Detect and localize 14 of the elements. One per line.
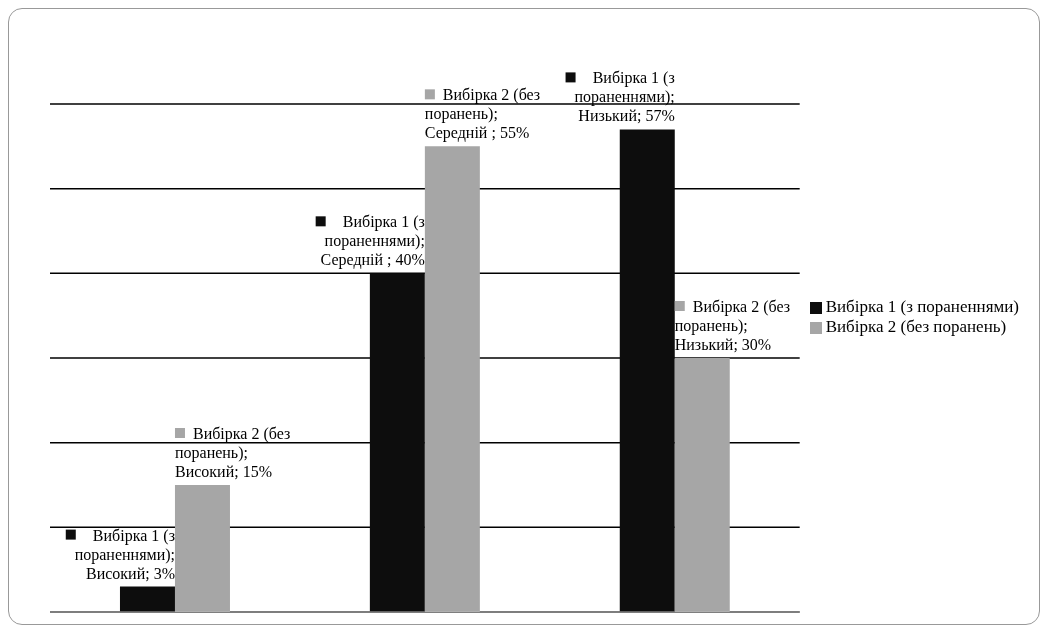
- legend-label: Вибірка 2 (без поранень): [825, 316, 1007, 336]
- bar: [369, 273, 425, 612]
- bar: [424, 146, 480, 612]
- bar: [674, 358, 730, 612]
- data-label: Вибірка 2 (без поранень); Середній ; 55%: [424, 86, 541, 143]
- data-label: Вибірка 1 (з пораненнями); Низький; 57%: [574, 69, 675, 125]
- data-label: Вибірка 2 (без поранень); Низький; 30%: [674, 298, 791, 353]
- data-label: Вибірка 2 (без поранень); Високий; 15%: [174, 425, 291, 480]
- bar: [174, 485, 230, 612]
- bar: [619, 129, 675, 612]
- bar: [119, 586, 175, 612]
- data-label: Вибірка 1 (з пораненнями); Середній ; 40%: [320, 213, 425, 270]
- data-label: Вибірка 1 (з пораненнями); Високий; 3%: [74, 526, 175, 582]
- legend-label: Вибірка 1 (з пораненнями): [825, 296, 1019, 316]
